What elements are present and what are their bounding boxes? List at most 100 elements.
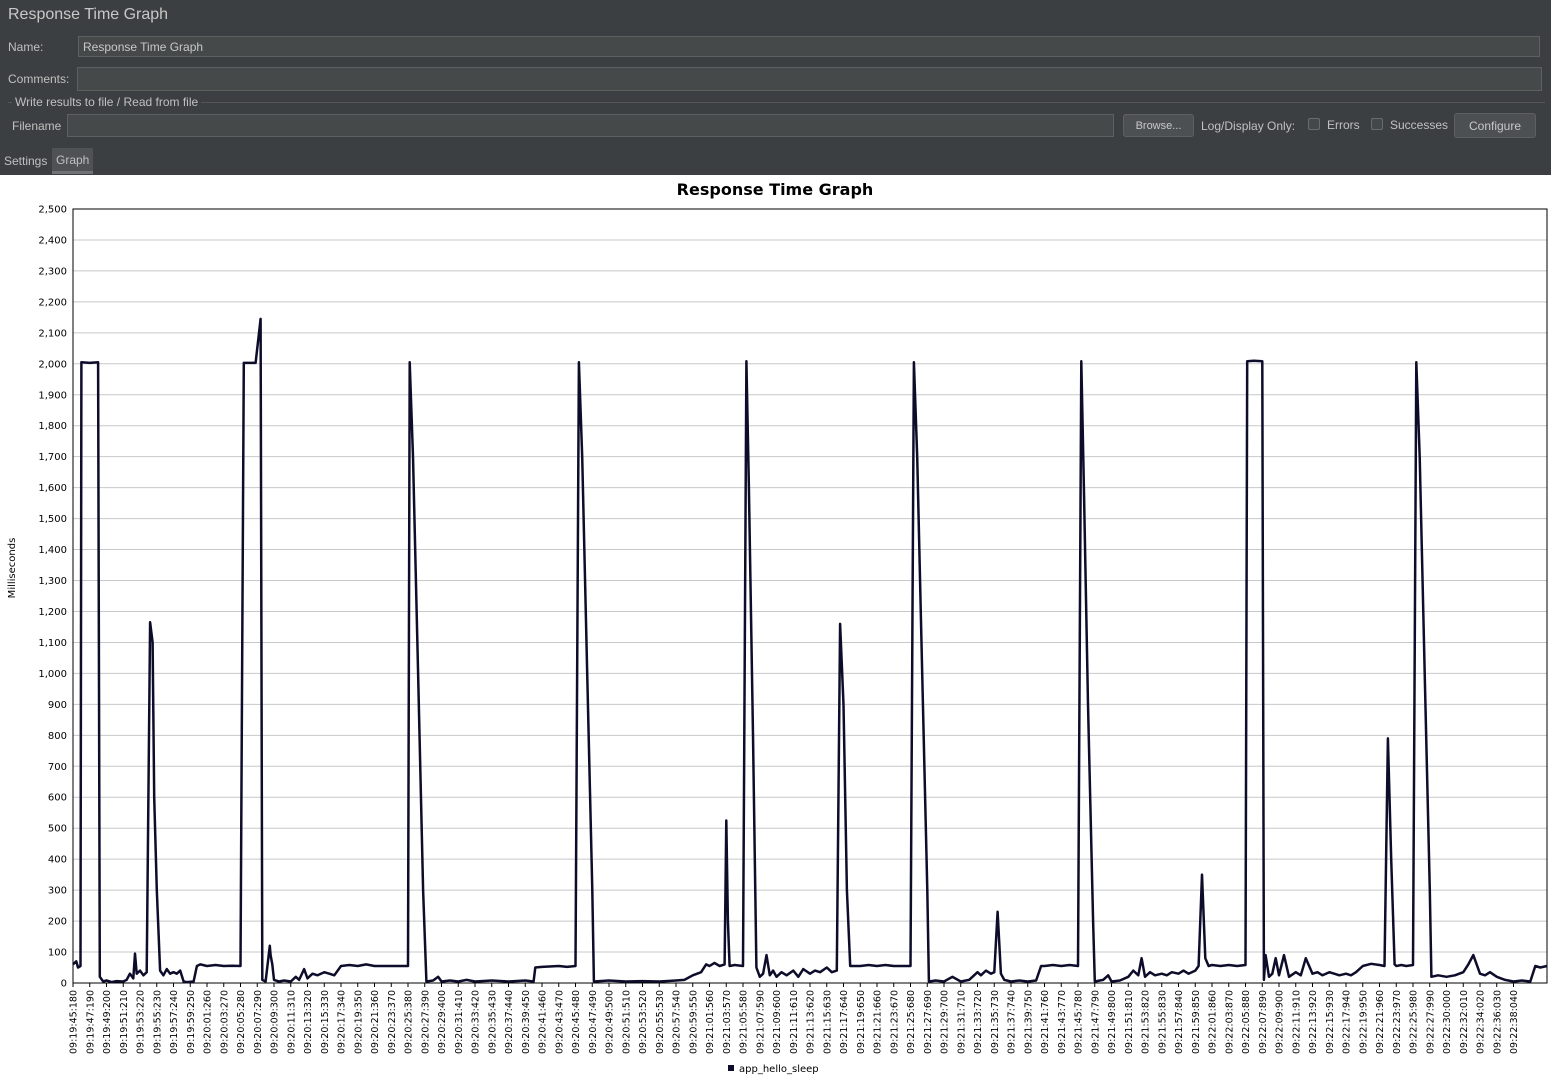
x-tick-label: 09:20:19:350	[353, 990, 364, 1054]
y-tick-label: 1,300	[38, 576, 67, 587]
name-field[interactable]	[78, 36, 1540, 57]
log-display-label: Log/Display Only:	[1201, 119, 1296, 133]
y-tick-label: 1,000	[38, 669, 67, 680]
x-tick-label: 09:22:30:000	[1442, 990, 1453, 1054]
x-tick-label: 09:21:59:850	[1191, 990, 1202, 1054]
y-tick-label: 1,100	[38, 638, 67, 649]
x-tick-label: 09:20:55:530	[655, 990, 666, 1054]
x-tick-label: 09:19:51:210	[119, 990, 130, 1054]
x-tick-label: 09:20:53:520	[638, 990, 649, 1054]
x-tick-label: 09:22:38:040	[1509, 990, 1520, 1054]
x-tick-label: 09:21:47:790	[1090, 990, 1101, 1054]
x-tick-label: 09:21:55:830	[1157, 990, 1168, 1054]
y-tick-label: 900	[48, 700, 67, 711]
x-tick-label: 09:22:32:010	[1459, 990, 1470, 1054]
x-tick-label: 09:20:13:320	[303, 990, 314, 1054]
x-tick-label: 09:22:21:960	[1375, 990, 1386, 1054]
successes-checkbox[interactable]	[1371, 118, 1383, 130]
y-tick-label: 1,800	[38, 421, 67, 432]
y-tick-label: 1,700	[38, 452, 67, 463]
x-axis-ticks: 09:19:45:180 09:19:47:190 09:19:49:200 09:1…	[69, 983, 1520, 1054]
x-tick-label: 09:20:47:490	[588, 990, 599, 1054]
y-tick-label: 1,200	[38, 607, 67, 618]
comments-label: Comments:	[8, 72, 70, 86]
x-tick-label: 09:20:01:260	[203, 990, 214, 1054]
y-tick-label: 2,000	[38, 359, 67, 370]
y-tick-label: 2,400	[38, 235, 67, 246]
y-tick-label: 500	[48, 824, 67, 835]
tab-settings[interactable]: Settings	[4, 154, 48, 168]
x-tick-label: 09:22:36:030	[1492, 990, 1503, 1054]
panel-title: Response Time Graph	[8, 6, 169, 23]
x-tick-label: 09:20:21:360	[370, 990, 381, 1054]
x-tick-label: 09:20:39:450	[521, 990, 532, 1054]
tab-graph[interactable]: Graph	[52, 148, 94, 174]
x-tick-label: 09:22:23:970	[1392, 990, 1403, 1054]
x-tick-label: 09:19:47:190	[85, 990, 96, 1054]
legend-label: app_hello_sleep	[739, 1064, 819, 1075]
x-tick-label: 09:22:03:870	[1224, 990, 1235, 1054]
x-tick-label: 09:22:05:880	[1241, 990, 1252, 1054]
x-tick-label: 09:20:35:430	[487, 990, 498, 1054]
y-tick-label: 2,500	[38, 205, 67, 216]
y-tick-label: 2,300	[38, 266, 67, 277]
x-tick-label: 09:21:57:840	[1174, 990, 1185, 1054]
legend: app_hello_sleep	[728, 1064, 819, 1075]
x-tick-label: 09:21:33:720	[973, 990, 984, 1054]
y-axis-label: Milliseconds	[7, 538, 18, 599]
x-tick-label: 09:20:05:280	[236, 990, 247, 1054]
x-tick-label: 09:21:39:750	[1023, 990, 1034, 1054]
x-tick-label: 09:21:05:580	[739, 990, 750, 1054]
x-tick-label: 09:21:29:700	[940, 990, 951, 1054]
filename-label: Filename	[12, 119, 62, 133]
x-tick-label: 09:21:53:820	[1141, 990, 1152, 1054]
x-tick-label: 09:21:41:760	[1040, 990, 1051, 1054]
y-tick-label: 2,100	[38, 328, 67, 339]
x-tick-label: 09:22:07:890	[1258, 990, 1269, 1054]
y-tick-label: 300	[48, 886, 67, 897]
x-tick-label: 09:20:03:270	[219, 990, 230, 1054]
x-tick-label: 09:21:09:600	[772, 990, 783, 1054]
chart-title: Response Time Graph	[677, 180, 874, 199]
x-tick-label: 09:19:59:250	[186, 990, 197, 1054]
series-layer	[72, 317, 1548, 984]
x-tick-label: 09:22:15:930	[1325, 990, 1336, 1054]
configure-button[interactable]: Configure	[1454, 113, 1536, 138]
y-tick-label: 800	[48, 731, 67, 742]
browse-button[interactable]: Browse...	[1123, 114, 1194, 137]
x-tick-label: 09:20:11:310	[286, 990, 297, 1054]
legend-swatch	[728, 1065, 734, 1071]
x-tick-label: 09:21:15:630	[822, 990, 833, 1054]
settings-panel: Response Time Graph Name: Comments: Writ…	[0, 0, 1551, 175]
grid-lines	[73, 208, 1547, 984]
x-tick-label: 09:19:57:240	[169, 990, 180, 1054]
name-label: Name:	[8, 40, 44, 54]
x-tick-label: 09:19:55:230	[152, 990, 163, 1054]
x-tick-label: 09:20:51:510	[621, 990, 632, 1054]
errors-label: Errors	[1327, 118, 1360, 132]
x-tick-label: 09:21:07:590	[755, 990, 766, 1054]
x-tick-label: 09:22:25:980	[1409, 990, 1420, 1054]
x-tick-label: 09:19:49:200	[102, 990, 113, 1054]
y-tick-label: 400	[48, 855, 67, 866]
x-tick-label: 09:20:17:340	[337, 990, 348, 1054]
plot-area-border	[72, 208, 1548, 984]
x-tick-label: 09:20:45:480	[571, 990, 582, 1054]
errors-checkbox[interactable]	[1308, 118, 1320, 130]
filename-input[interactable]	[67, 114, 1114, 137]
x-tick-label: 09:22:09:900	[1275, 990, 1286, 1054]
x-tick-label: 09:21:51:810	[1124, 990, 1135, 1054]
x-tick-label: 09:22:19:950	[1358, 990, 1369, 1054]
x-tick-label: 09:20:29:400	[437, 990, 448, 1054]
x-tick-label: 09:20:27:390	[420, 990, 431, 1054]
file-group-border	[8, 102, 1545, 103]
x-tick-label: 09:21:13:620	[806, 990, 817, 1054]
x-tick-label: 09:21:43:770	[1057, 990, 1068, 1054]
x-tick-label: 09:20:37:440	[504, 990, 515, 1054]
y-tick-label: 100	[48, 948, 67, 959]
x-tick-label: 09:21:27:690	[923, 990, 934, 1054]
x-tick-label: 09:21:21:660	[873, 990, 884, 1054]
comments-field[interactable]	[77, 67, 1542, 91]
x-tick-label: 09:20:07:290	[253, 990, 264, 1054]
x-tick-label: 09:20:31:410	[454, 990, 465, 1054]
